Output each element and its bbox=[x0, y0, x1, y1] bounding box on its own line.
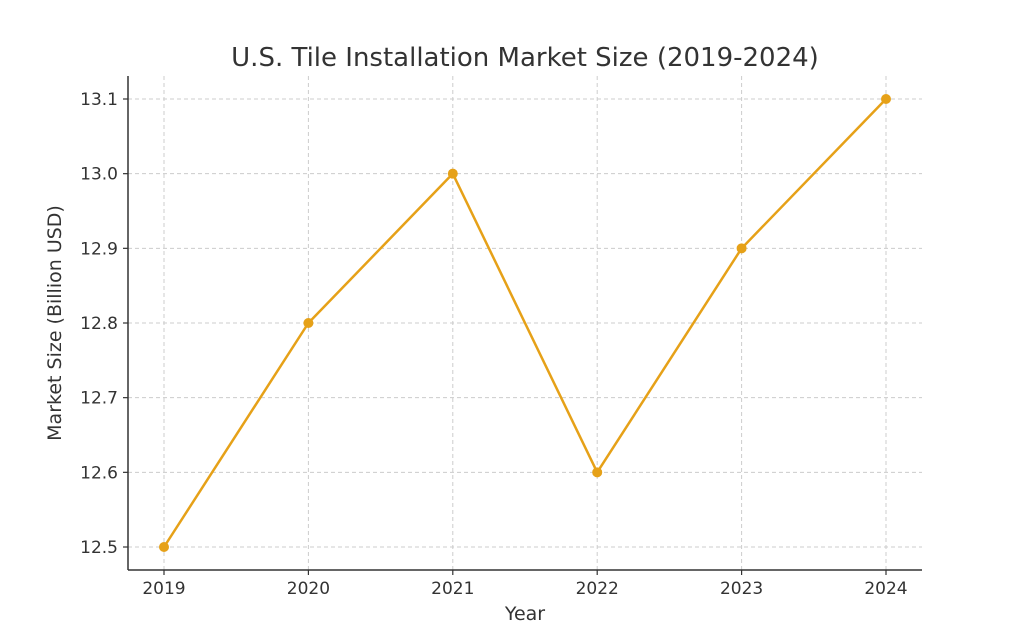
y-tick-label: 13.1 bbox=[80, 90, 118, 110]
y-tick-label: 12.9 bbox=[80, 239, 118, 259]
data-point bbox=[159, 542, 169, 552]
y-tick-label: 12.7 bbox=[80, 389, 118, 409]
data-point bbox=[592, 467, 603, 478]
x-axis-label: Year bbox=[504, 603, 545, 625]
x-tick-label: 2019 bbox=[142, 579, 185, 599]
x-tick-label: 2020 bbox=[287, 579, 330, 599]
data-point bbox=[736, 243, 747, 254]
x-tick-label: 2022 bbox=[576, 579, 619, 599]
y-tick-label: 12.5 bbox=[80, 538, 118, 558]
x-tick-label: 2023 bbox=[720, 579, 763, 599]
chart-title: U.S. Tile Installation Market Size (2019… bbox=[231, 43, 819, 73]
y-tick-label: 12.8 bbox=[80, 314, 118, 334]
y-tick-label: 13.0 bbox=[80, 165, 118, 185]
x-tick-label: 2024 bbox=[864, 579, 907, 599]
series bbox=[159, 94, 891, 552]
x-tick-label: 2021 bbox=[431, 579, 474, 599]
data-point bbox=[881, 94, 891, 104]
series-line bbox=[162, 97, 888, 549]
y-axis-label: Market Size (Billion USD) bbox=[44, 205, 66, 441]
ticks: 2019 2020 2021 2022 2023 2024 12.5 12.6 12.7 12.8… bbox=[80, 90, 907, 599]
y-tick-label: 12.6 bbox=[80, 463, 118, 483]
grid bbox=[128, 76, 922, 570]
data-point bbox=[303, 318, 314, 328]
data-point bbox=[447, 168, 458, 179]
